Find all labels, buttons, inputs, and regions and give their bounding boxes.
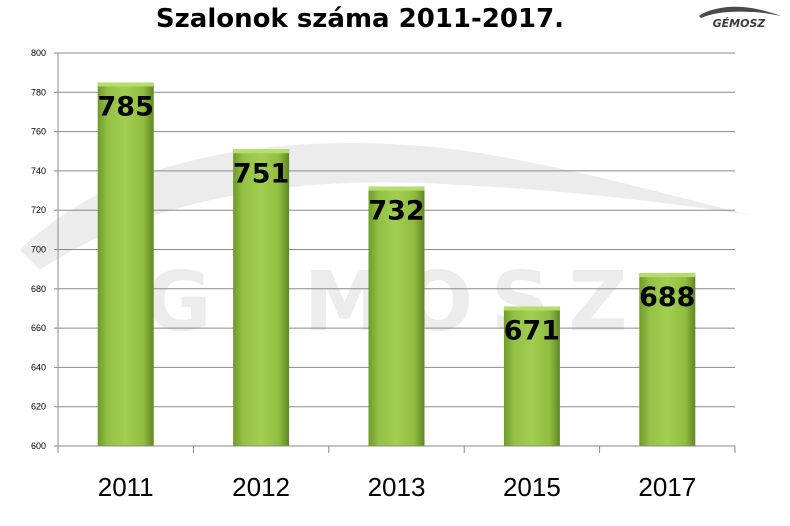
- bar: [233, 149, 290, 446]
- y-tick-label: 740: [31, 166, 46, 176]
- x-tick-label: 2015: [503, 472, 561, 502]
- data-label: 688: [639, 282, 695, 313]
- data-label: 671: [504, 315, 560, 346]
- y-tick-label: 600: [31, 441, 46, 451]
- bar-top-highlight: [503, 306, 560, 311]
- y-axis: 600 620 640 660 680 700 720 740 760 780 800: [31, 48, 59, 451]
- y-tick-label: 660: [31, 323, 46, 333]
- bar-top-highlight: [368, 186, 425, 191]
- chart-title: Szalonok száma 2011-2017.: [155, 4, 565, 34]
- data-label: 785: [98, 91, 154, 122]
- y-tick-label: 760: [31, 127, 46, 137]
- x-tick-label: 2017: [638, 472, 696, 502]
- bar: [368, 186, 425, 446]
- bar-top-highlight: [233, 149, 290, 154]
- bars: [97, 82, 696, 446]
- car-silhouette-icon: [699, 6, 781, 18]
- y-tick-label: 620: [31, 402, 46, 412]
- y-tick-label: 780: [31, 87, 46, 97]
- data-label: 732: [368, 196, 424, 227]
- logo-text: GÉMOSZ: [713, 17, 767, 30]
- y-tick-label: 700: [31, 245, 46, 255]
- y-tick-label: 720: [31, 205, 46, 215]
- x-tick-label: 2013: [368, 472, 426, 502]
- x-tick-label: 2011: [98, 472, 154, 502]
- y-tick-label: 680: [31, 284, 46, 294]
- data-label: 751: [233, 158, 289, 189]
- gemosz-logo: GÉMOSZ: [699, 6, 781, 30]
- y-tick-label: 800: [31, 48, 46, 58]
- x-axis: 2011 2012 2013 2015 2017: [57, 445, 736, 502]
- bar: [503, 306, 560, 446]
- y-tick-label: 640: [31, 362, 46, 372]
- data-labels: 785 751 732 671 688: [98, 91, 696, 346]
- bar-top-highlight: [97, 82, 154, 87]
- bar: [639, 273, 696, 446]
- x-tick-label: 2012: [232, 472, 290, 502]
- bar-top-highlight: [639, 273, 696, 278]
- bar: [97, 82, 154, 446]
